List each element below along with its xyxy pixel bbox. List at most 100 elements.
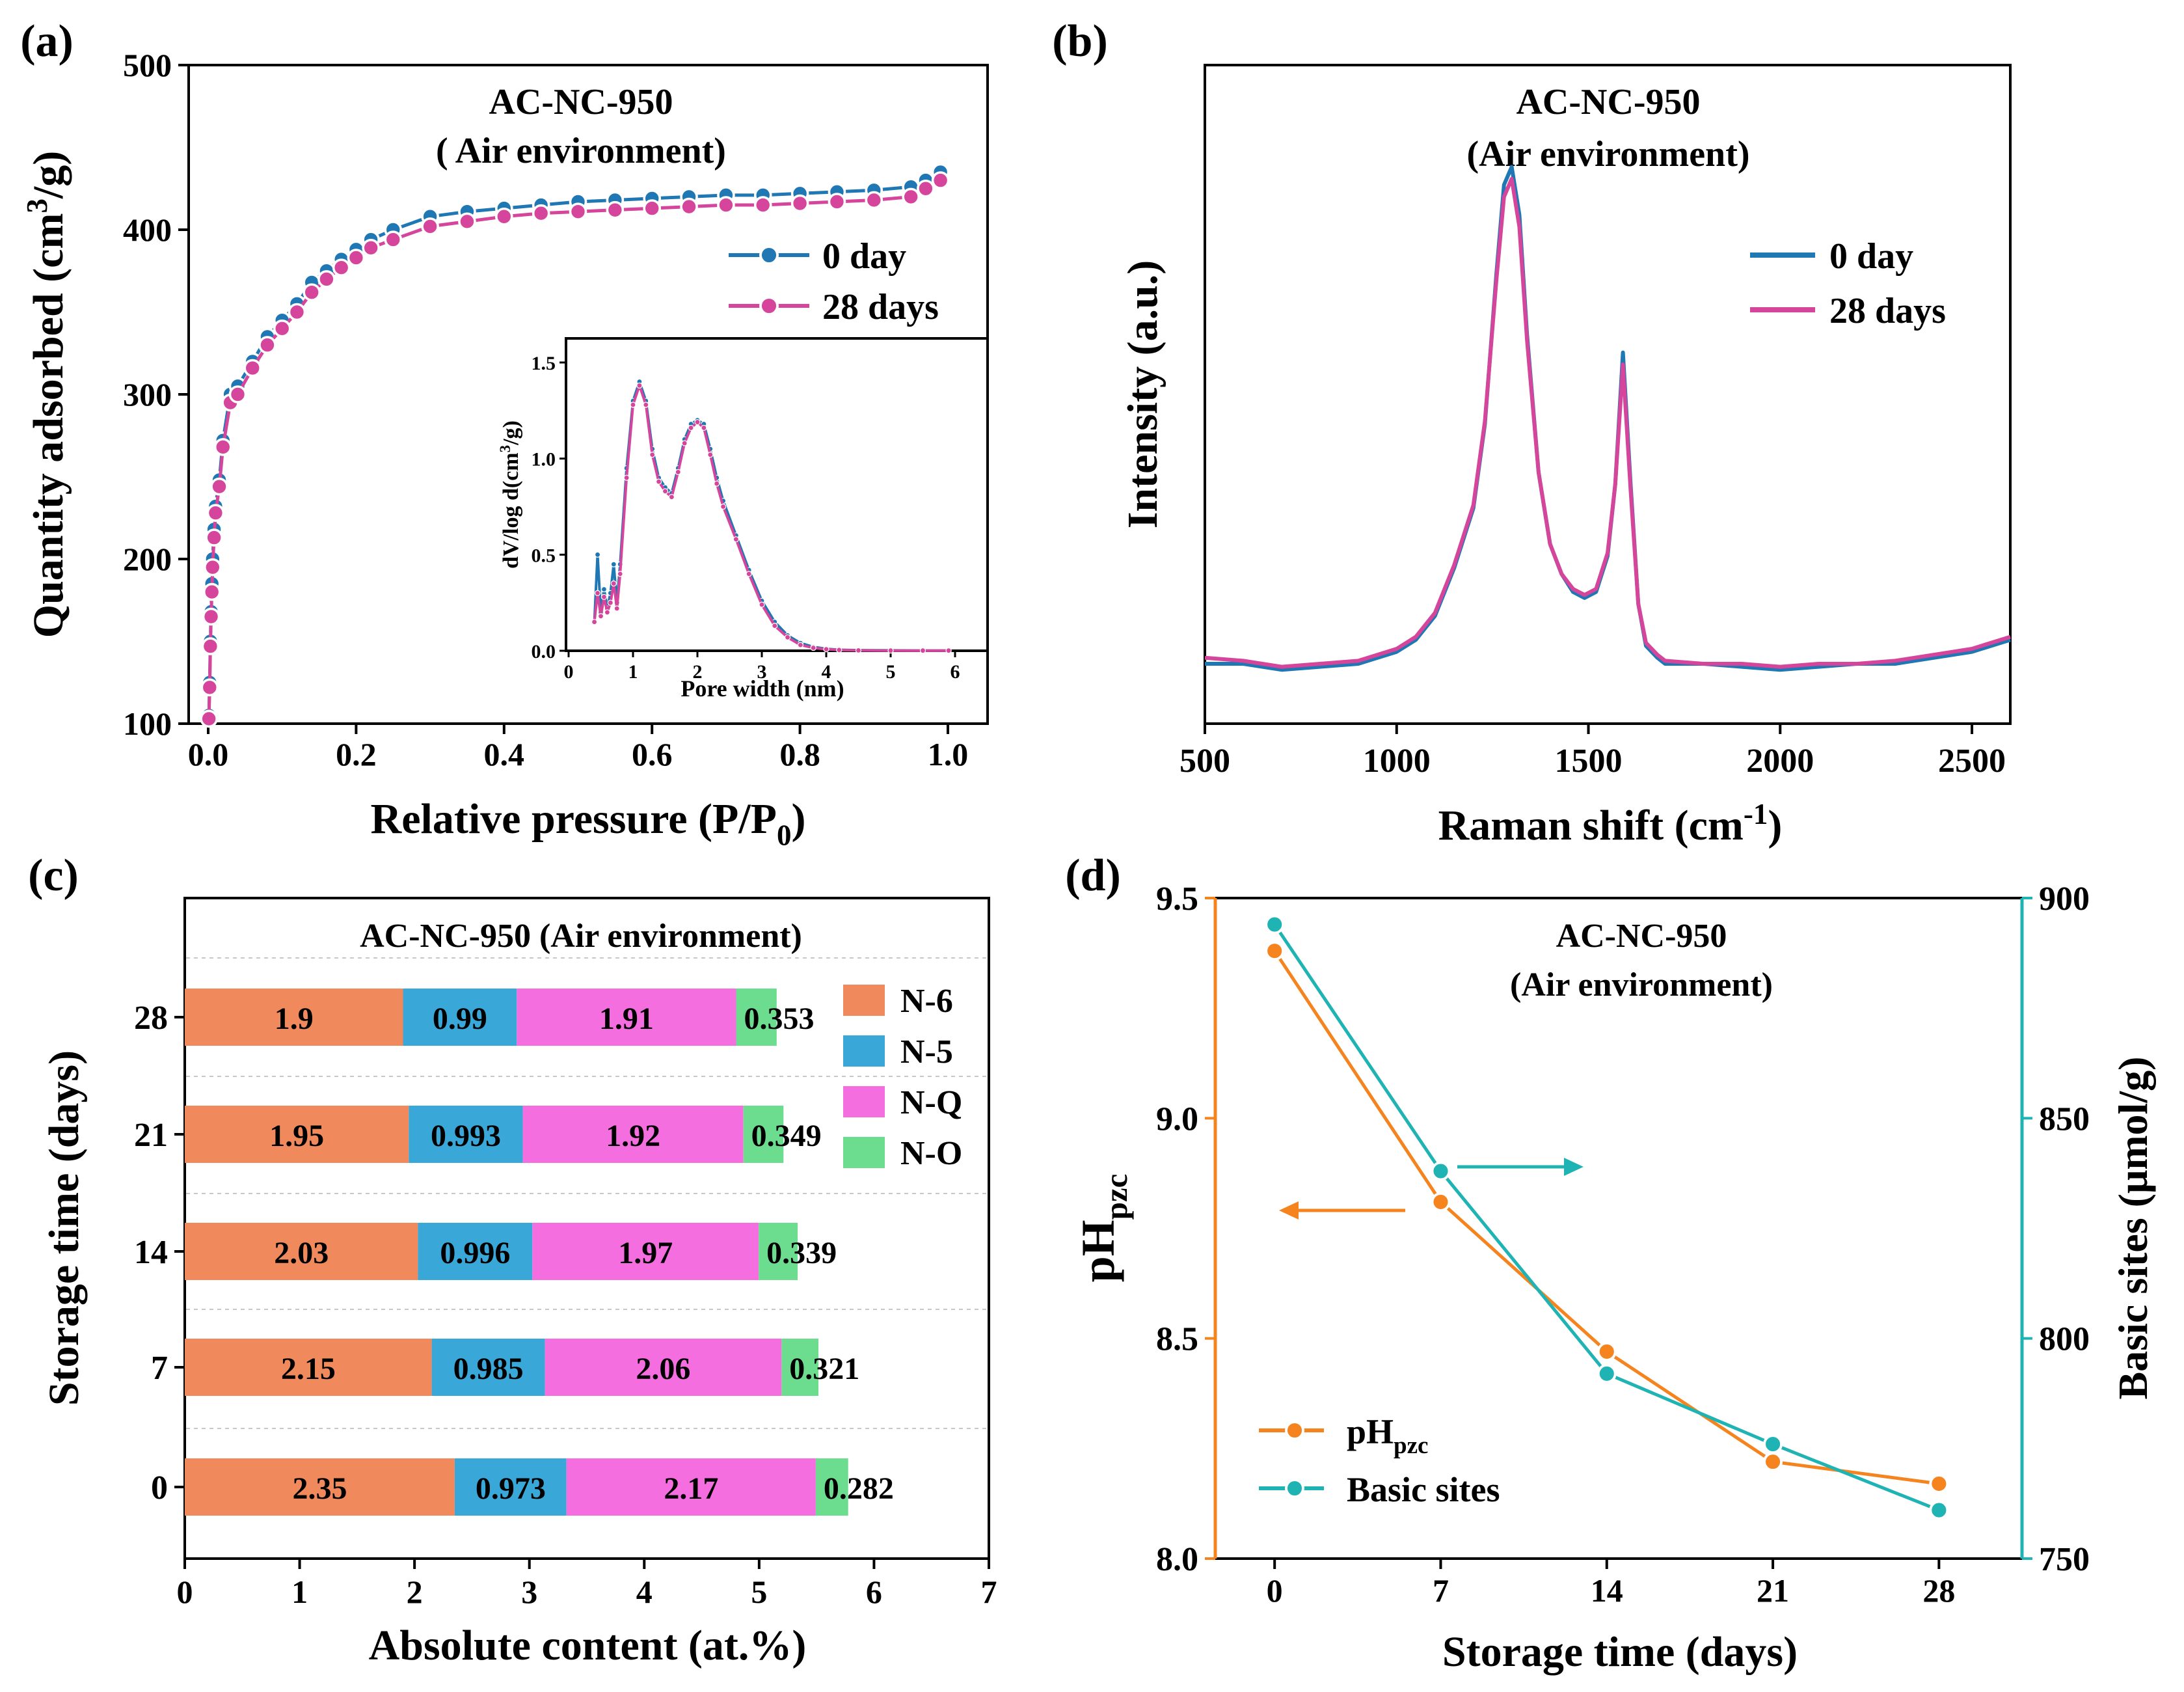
legend-label: 28 days (822, 287, 939, 327)
bar-segment (431, 1339, 545, 1396)
bar-segment (566, 1458, 816, 1516)
data-point-basic-sites (1763, 1434, 1783, 1454)
data-point-basic-sites (1431, 1161, 1451, 1181)
x-tick-label: 7 (1433, 1572, 1449, 1609)
data-point (317, 270, 336, 288)
inset-data-point (623, 474, 630, 481)
data-point (243, 359, 262, 377)
inset-x-tick-label: 3 (757, 661, 767, 683)
data-point-basic-sites (1265, 914, 1285, 935)
inset-data-point (688, 424, 694, 431)
inset-data-point (810, 644, 816, 651)
bar-value-label: 1.92 (606, 1119, 660, 1153)
x-tick-label: 21 (1757, 1572, 1789, 1609)
bar-value-label: 2.15 (281, 1352, 336, 1386)
x-tick-label: 0.0 (188, 736, 229, 772)
x-tick-label: 1 (291, 1574, 308, 1610)
panel-label-c: (c) (28, 851, 79, 901)
bar-segment (781, 1339, 818, 1396)
bar-value-label: 1.95 (269, 1119, 324, 1153)
inset-y-tick-label: 1.5 (532, 353, 556, 374)
panel-label-d: (d) (1065, 851, 1121, 901)
inset-data-point (746, 571, 752, 577)
inset-x-tick-label: 4 (822, 661, 831, 683)
inset-data-point (613, 605, 620, 612)
y-tick-label: 200 (123, 541, 172, 577)
inset-data-point (600, 594, 608, 600)
inset-frame (565, 337, 989, 652)
x-tick-label: 1.0 (928, 736, 969, 772)
inset-data-point (784, 634, 791, 640)
y-left-tick-label: 8.0 (1156, 1541, 1198, 1578)
data-point (205, 528, 223, 547)
legend-label: Basic sites (1347, 1470, 1500, 1509)
inset-data-point (720, 503, 727, 510)
x-tick-label: 0.4 (484, 736, 525, 772)
bar-value-label: 0.99 (433, 1002, 487, 1036)
inset-data-point (714, 480, 720, 487)
data-point-ph (1597, 1342, 1617, 1361)
bar-value-label: 0.339 (766, 1236, 837, 1270)
data-point (200, 709, 218, 728)
inset-data-point (707, 452, 714, 458)
inset-data-point (887, 648, 894, 654)
inset-y-tick-label: 0.0 (532, 641, 556, 662)
x-tick-label: 0.8 (779, 736, 820, 772)
inset-data-point (855, 647, 862, 654)
inset-data-point (836, 647, 843, 653)
data-point (680, 197, 698, 216)
data-point-ph (1265, 941, 1285, 961)
panel-b-frame (1204, 64, 2012, 725)
y-right-tick-label: 750 (2039, 1541, 2090, 1578)
text-segment: Raman shift (cm (1438, 802, 1744, 849)
data-point (332, 258, 351, 277)
inset-data-point (591, 619, 598, 625)
y-tick-label: 100 (123, 705, 172, 742)
data-point (421, 217, 439, 236)
data-point (200, 678, 219, 697)
data-point (206, 504, 225, 522)
chart-subtitle: ( Air environment) (436, 131, 726, 171)
inset-data-point (607, 599, 613, 606)
x-tick-label: 0 (1267, 1572, 1283, 1609)
x-tick-label: 0.2 (336, 736, 377, 772)
bar-value-label: 0.996 (440, 1236, 510, 1270)
data-point (532, 204, 550, 223)
bar-value-label: 1.91 (599, 1002, 654, 1036)
bar-segment (517, 989, 736, 1046)
y-left-tick-label: 8.5 (1156, 1321, 1198, 1358)
y-axis-label: Storage time (days) (40, 1050, 88, 1406)
series-line-1 (1204, 176, 2011, 669)
chart-subtitle: (Air environment) (1510, 966, 1773, 1003)
y-right-tick-label: 850 (2039, 1100, 2090, 1138)
data-point (902, 187, 920, 206)
arrow-left-head (1279, 1201, 1299, 1220)
legend-label: pHpzc (1347, 1412, 1428, 1459)
bar-segment (736, 989, 777, 1046)
data-point-ph (1431, 1192, 1451, 1212)
x-tick-label: 6 (866, 1574, 882, 1610)
x-axis-label: Storage time (days) (1442, 1628, 1798, 1676)
data-point (210, 477, 228, 496)
legend-label: N-6 (900, 983, 953, 1020)
text-segment: Relative pressure (P/P (371, 795, 777, 843)
bar-segment (409, 1106, 523, 1163)
legend-label: 0 day (822, 236, 906, 277)
x-tick-label: 7 (981, 1574, 997, 1610)
data-point (362, 239, 380, 257)
bar-value-label: 0.321 (789, 1352, 859, 1386)
inset-x-tick-label: 2 (693, 661, 703, 683)
chart-title: AC-NC-950 (Air environment) (360, 918, 802, 955)
legend-swatch (843, 1137, 885, 1168)
text-segment: dV/log d(cm (499, 452, 523, 569)
bar-value-label: 2.17 (664, 1471, 718, 1506)
legend-marker (759, 245, 779, 265)
x-tick-label: 14 (1591, 1572, 1623, 1609)
inset-data-point (636, 382, 643, 389)
data-point (202, 582, 221, 601)
bar-value-label: 0.353 (744, 1002, 815, 1036)
inset-data-point (945, 648, 952, 654)
x-tick-label: 0 (177, 1574, 193, 1610)
data-point-ph (1763, 1452, 1783, 1472)
inset-data-point (630, 402, 636, 408)
